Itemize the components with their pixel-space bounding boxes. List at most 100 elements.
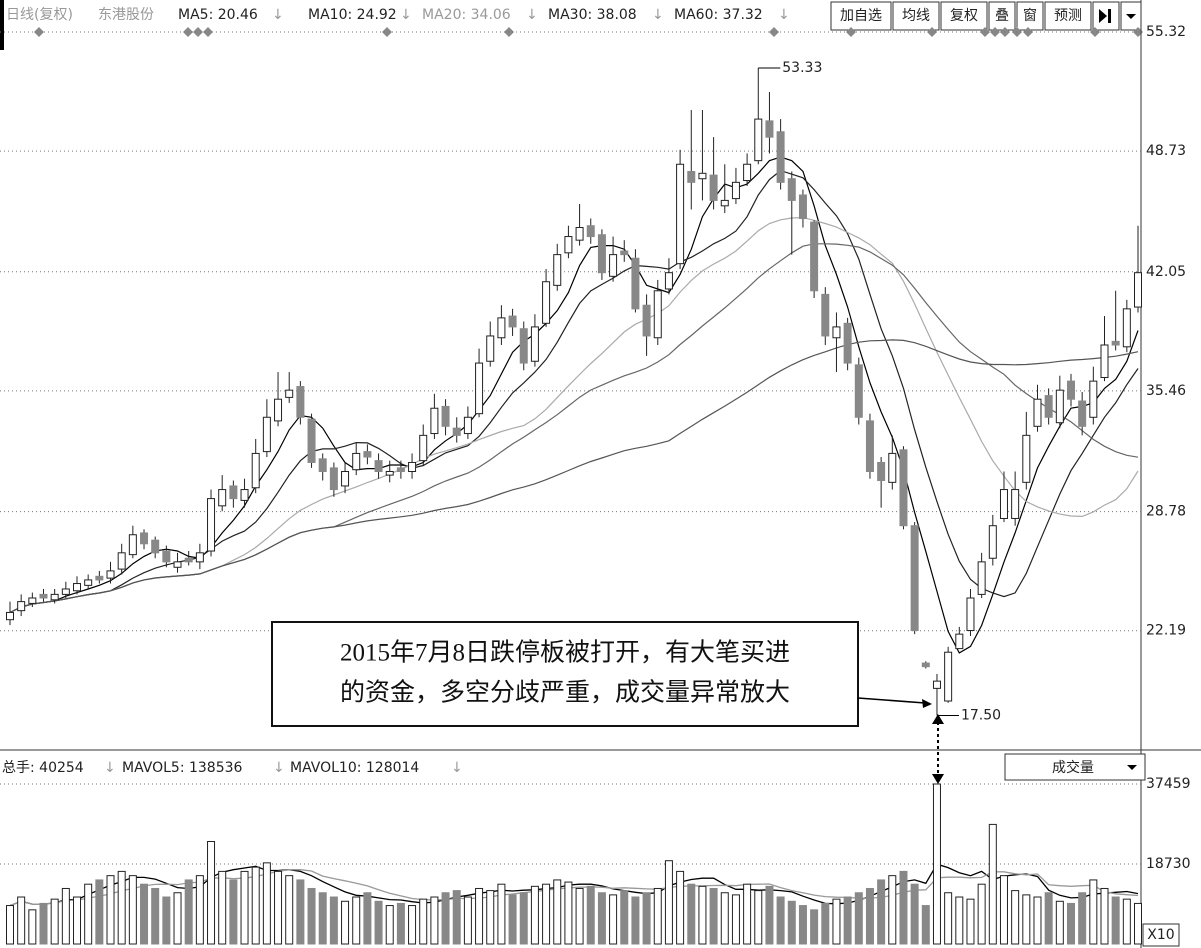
- volume-bar: [374, 900, 383, 945]
- candle-body: [597, 234, 606, 274]
- candle-body: [1022, 434, 1031, 483]
- unit-box: [1142, 923, 1180, 947]
- button-label[interactable]: 均线: [902, 8, 930, 24]
- dropdown-icon[interactable]: [1126, 14, 1136, 19]
- volume-bar: [195, 875, 204, 945]
- volume-bar: [106, 875, 115, 945]
- candle-body: [486, 335, 495, 362]
- candle-body: [1078, 400, 1087, 427]
- arrow-icon: ↓: [652, 7, 664, 23]
- volume-bar: [95, 879, 104, 945]
- volume-bar: [1122, 898, 1131, 945]
- annotation-text: 的资金，多空分歧严重，成交量异常放大: [340, 679, 790, 707]
- volume-bar: [430, 896, 439, 945]
- volume-bar: [28, 909, 37, 945]
- candle-body: [877, 461, 886, 482]
- candle-body: [285, 389, 294, 398]
- candle-body: [575, 227, 584, 241]
- arrows: ↓ ↓ ↓ ↓ ↓: [272, 7, 790, 23]
- volume-bar: [352, 896, 361, 945]
- y-tick-label: 37459: [1146, 776, 1191, 792]
- candle-body: [754, 118, 763, 162]
- volume-bar: [229, 879, 238, 945]
- period: 日线(复权): [6, 6, 73, 23]
- candle-body: [564, 236, 573, 254]
- unit-label: X10: [1147, 927, 1174, 943]
- button-label[interactable]: 复权: [950, 7, 978, 24]
- button-label[interactable]: 预测: [1054, 8, 1082, 24]
- y-tick-label: 42.05: [1146, 264, 1186, 280]
- volume-bar: [61, 887, 70, 945]
- volume-bar: [39, 902, 48, 945]
- candle-body: [1089, 380, 1098, 418]
- candle-body: [676, 163, 685, 265]
- volume-bar: [944, 892, 953, 945]
- candle-body: [207, 498, 216, 552]
- volume-bar: [318, 892, 327, 945]
- y-tick-label: 22.19: [1146, 623, 1186, 639]
- candle-body: [687, 170, 696, 183]
- button[interactable]: [1044, 1, 1092, 31]
- y-tick-label: 35.46: [1146, 383, 1186, 399]
- button-label[interactable]: 窗: [1023, 7, 1037, 24]
- volume-bar: [921, 905, 930, 945]
- candle-body: [408, 461, 417, 472]
- candle-body: [899, 449, 908, 527]
- volume-bar: [1044, 892, 1053, 945]
- dropdown-label[interactable]: 成交量: [1052, 759, 1094, 776]
- button-label[interactable]: 加自选: [840, 8, 882, 24]
- arrow-head: [922, 699, 932, 708]
- volume-bar: [251, 866, 260, 945]
- candle-body: [966, 597, 975, 632]
- volume-bar: [899, 870, 908, 945]
- candle-body: [296, 386, 305, 418]
- volume-bar: [329, 896, 338, 945]
- arrow-icon: ↓: [400, 7, 412, 23]
- volume-bar: [1134, 902, 1142, 945]
- volume-bar: [731, 894, 740, 945]
- candle-body: [385, 470, 394, 476]
- candle-body: [430, 407, 439, 435]
- volume-bar: [865, 887, 874, 945]
- next-icon[interactable]: [1099, 9, 1111, 23]
- button[interactable]: [830, 1, 892, 31]
- candle-body: [664, 272, 673, 290]
- volume-bar: [296, 879, 305, 945]
- candle-body: [709, 174, 718, 201]
- volume-bar: [586, 885, 595, 945]
- volume-bar: [754, 890, 763, 945]
- button-label[interactable]: 叠: [995, 8, 1009, 24]
- dropdown-icon[interactable]: [1127, 765, 1137, 770]
- volume-bar: [877, 879, 886, 945]
- volume-bar: [140, 883, 149, 945]
- ma-label: MA5: 20.46: [178, 7, 258, 23]
- candle-body: [218, 489, 227, 507]
- candle-body: [542, 281, 551, 324]
- min-label: 17.50: [961, 707, 1001, 723]
- candle-body: [519, 328, 528, 364]
- volume-bar: [664, 860, 673, 945]
- candle-body: [184, 557, 193, 563]
- candle-body: [798, 194, 807, 219]
- candle-body: [508, 315, 517, 328]
- volume-bar: [84, 883, 93, 945]
- button[interactable]: [892, 1, 940, 31]
- ma-label: MA20: 34.06: [422, 7, 511, 23]
- candle-body: [240, 489, 249, 501]
- volume-bar: [1066, 902, 1075, 945]
- dropdown[interactable]: [1004, 753, 1146, 781]
- volume-bar: [821, 902, 830, 945]
- button[interactable]: [940, 1, 988, 31]
- volume-bar: [207, 840, 216, 945]
- volume-bar: [720, 892, 729, 945]
- stock-name: 东港股份: [98, 7, 154, 23]
- candle-body: [329, 467, 338, 491]
- volume-label: MAVOL10: 128014: [290, 760, 419, 776]
- candle-body: [173, 561, 182, 568]
- candle-body: [698, 172, 707, 180]
- candle-body: [6, 611, 14, 621]
- header: 日线(复权) 东港股份 MA5: 20.46 MA10: 24.92 MA20:…: [6, 6, 790, 23]
- volume-bar: [151, 887, 160, 945]
- plot: 55.32 48.73 42.05 35.46 28.78 22.19 37459 18730…: [0, 24, 1191, 945]
